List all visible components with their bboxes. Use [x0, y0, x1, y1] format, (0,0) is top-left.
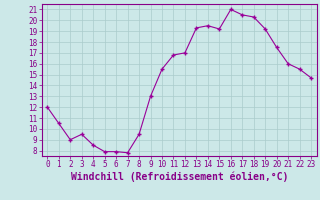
X-axis label: Windchill (Refroidissement éolien,°C): Windchill (Refroidissement éolien,°C): [70, 172, 288, 182]
